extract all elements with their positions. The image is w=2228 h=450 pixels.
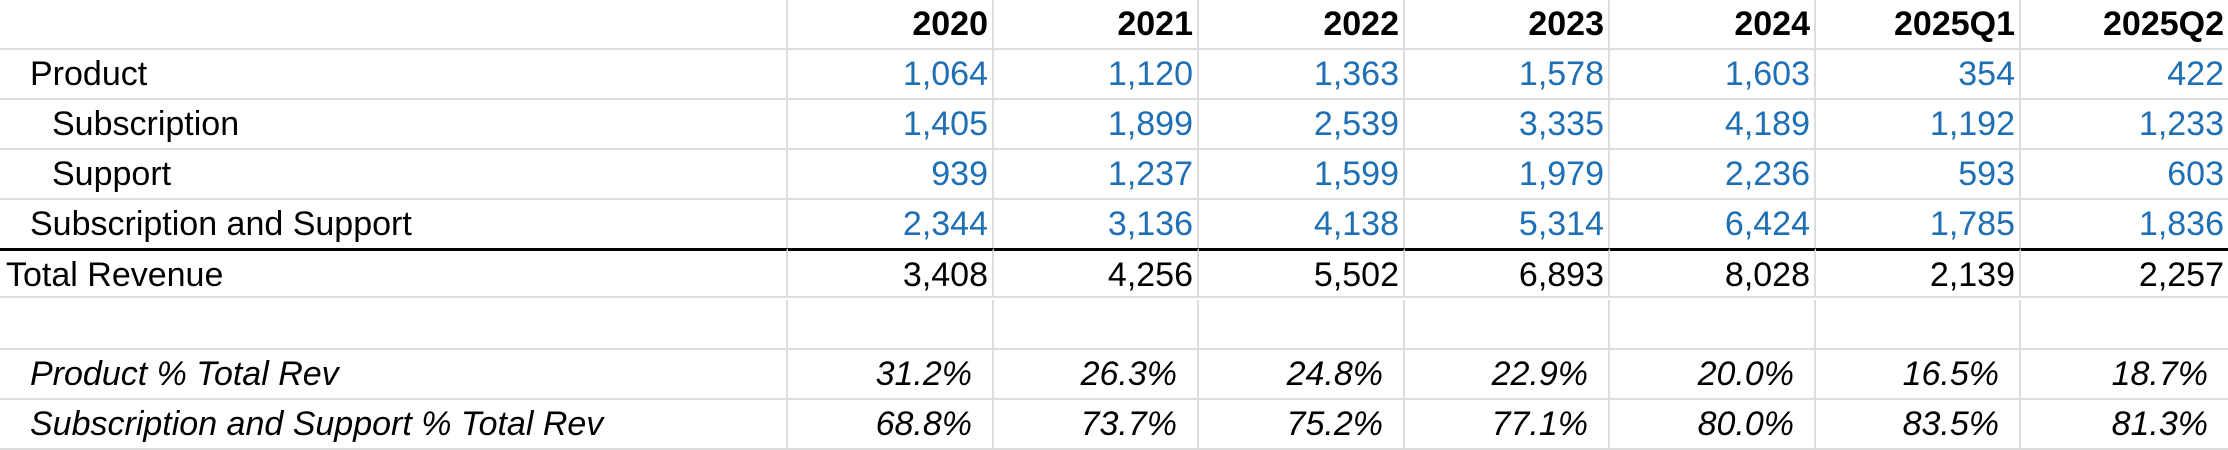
value-cell[interactable]: 3,136 xyxy=(994,200,1199,250)
value-cell[interactable]: 20.0% xyxy=(1610,350,1816,400)
row-label[interactable]: Product % Total Rev xyxy=(0,350,788,400)
header-cell-2024[interactable]: 2024 xyxy=(1610,0,1816,50)
value-cell[interactable]: 2,139 xyxy=(1816,248,2021,298)
value-cell[interactable]: 75.2% xyxy=(1199,400,1405,450)
value-cell[interactable]: 939 xyxy=(788,150,994,200)
table-row-total-revenue: Total Revenue 3,408 4,256 5,502 6,893 8,… xyxy=(0,248,2228,298)
value-cell[interactable]: 4,189 xyxy=(1610,100,1816,150)
value-cell[interactable]: 1,120 xyxy=(994,50,1199,100)
value-cell[interactable]: 6,893 xyxy=(1405,248,1610,298)
value-cell[interactable]: 1,064 xyxy=(788,50,994,100)
empty-cell[interactable] xyxy=(994,300,1199,350)
table-row-subscription-support-pct: Subscription and Support % Total Rev 68.… xyxy=(0,400,2228,450)
header-cell-2021[interactable]: 2021 xyxy=(994,0,1199,50)
value-cell[interactable]: 80.0% xyxy=(1610,400,1816,450)
row-label[interactable]: Support xyxy=(0,150,788,200)
value-cell[interactable]: 2,236 xyxy=(1610,150,1816,200)
empty-cell[interactable] xyxy=(1199,300,1405,350)
value-cell[interactable]: 3,335 xyxy=(1405,100,1610,150)
value-cell[interactable]: 4,256 xyxy=(994,248,1199,298)
value-cell[interactable]: 1,363 xyxy=(1199,50,1405,100)
value-cell[interactable]: 1,405 xyxy=(788,100,994,150)
header-cell-2025q2[interactable]: 2025Q2 xyxy=(2021,0,2228,50)
value-cell[interactable]: 68.8% xyxy=(788,400,994,450)
value-cell[interactable]: 5,502 xyxy=(1199,248,1405,298)
value-cell[interactable]: 1,599 xyxy=(1199,150,1405,200)
value-cell[interactable]: 5,314 xyxy=(1405,200,1610,250)
value-cell[interactable]: 16.5% xyxy=(1816,350,2021,400)
value-cell[interactable]: 354 xyxy=(1816,50,2021,100)
header-cell-2025q1[interactable]: 2025Q1 xyxy=(1816,0,2021,50)
value-cell[interactable]: 18.7% xyxy=(2021,350,2228,400)
value-cell[interactable]: 8,028 xyxy=(1610,248,1816,298)
value-cell[interactable]: 83.5% xyxy=(1816,400,2021,450)
value-cell[interactable]: 31.2% xyxy=(788,350,994,400)
row-label[interactable]: Product xyxy=(0,50,788,100)
empty-cell[interactable] xyxy=(2021,300,2228,350)
empty-cell[interactable] xyxy=(1816,300,2021,350)
value-cell[interactable]: 6,424 xyxy=(1610,200,1816,250)
header-cell-2020[interactable]: 2020 xyxy=(788,0,994,50)
row-label[interactable]: Total Revenue xyxy=(0,248,788,298)
value-cell[interactable]: 22.9% xyxy=(1405,350,1610,400)
table-row-subscription-and-support: Subscription and Support 2,344 3,136 4,1… xyxy=(0,200,2228,250)
value-cell[interactable]: 1,603 xyxy=(1610,50,1816,100)
value-cell[interactable]: 1,233 xyxy=(2021,100,2228,150)
row-label[interactable]: Subscription and Support xyxy=(0,200,788,250)
value-cell[interactable]: 1,836 xyxy=(2021,200,2228,250)
empty-cell[interactable] xyxy=(788,300,994,350)
header-cell-2023[interactable]: 2023 xyxy=(1405,0,1610,50)
empty-cell[interactable] xyxy=(0,300,788,350)
value-cell[interactable]: 422 xyxy=(2021,50,2228,100)
value-cell[interactable]: 1,578 xyxy=(1405,50,1610,100)
value-cell[interactable]: 1,899 xyxy=(994,100,1199,150)
table-row-empty xyxy=(0,300,2228,350)
value-cell[interactable]: 26.3% xyxy=(994,350,1199,400)
value-cell[interactable]: 1,237 xyxy=(994,150,1199,200)
table-row-support: Support 939 1,237 1,599 1,979 2,236 593 … xyxy=(0,150,2228,200)
row-label[interactable]: Subscription xyxy=(0,100,788,150)
header-label-cell[interactable] xyxy=(0,0,788,50)
table-row-product: Product 1,064 1,120 1,363 1,578 1,603 35… xyxy=(0,50,2228,100)
value-cell[interactable]: 2,257 xyxy=(2021,248,2228,298)
empty-cell[interactable] xyxy=(1405,300,1610,350)
value-cell[interactable]: 4,138 xyxy=(1199,200,1405,250)
value-cell[interactable]: 593 xyxy=(1816,150,2021,200)
value-cell[interactable]: 1,192 xyxy=(1816,100,2021,150)
value-cell[interactable]: 73.7% xyxy=(994,400,1199,450)
value-cell[interactable]: 1,785 xyxy=(1816,200,2021,250)
value-cell[interactable]: 77.1% xyxy=(1405,400,1610,450)
empty-cell[interactable] xyxy=(1610,300,1816,350)
table-row-subscription: Subscription 1,405 1,899 2,539 3,335 4,1… xyxy=(0,100,2228,150)
value-cell[interactable]: 24.8% xyxy=(1199,350,1405,400)
value-cell[interactable]: 2,344 xyxy=(788,200,994,250)
value-cell[interactable]: 81.3% xyxy=(2021,400,2228,450)
value-cell[interactable]: 3,408 xyxy=(788,248,994,298)
value-cell[interactable]: 603 xyxy=(2021,150,2228,200)
value-cell[interactable]: 2,539 xyxy=(1199,100,1405,150)
row-label[interactable]: Subscription and Support % Total Rev xyxy=(0,400,788,450)
header-cell-2022[interactable]: 2022 xyxy=(1199,0,1405,50)
table-row-product-pct: Product % Total Rev 31.2% 26.3% 24.8% 22… xyxy=(0,350,2228,400)
header-row: 2020 2021 2022 2023 2024 2025Q1 2025Q2 xyxy=(0,0,2228,50)
value-cell[interactable]: 1,979 xyxy=(1405,150,1610,200)
